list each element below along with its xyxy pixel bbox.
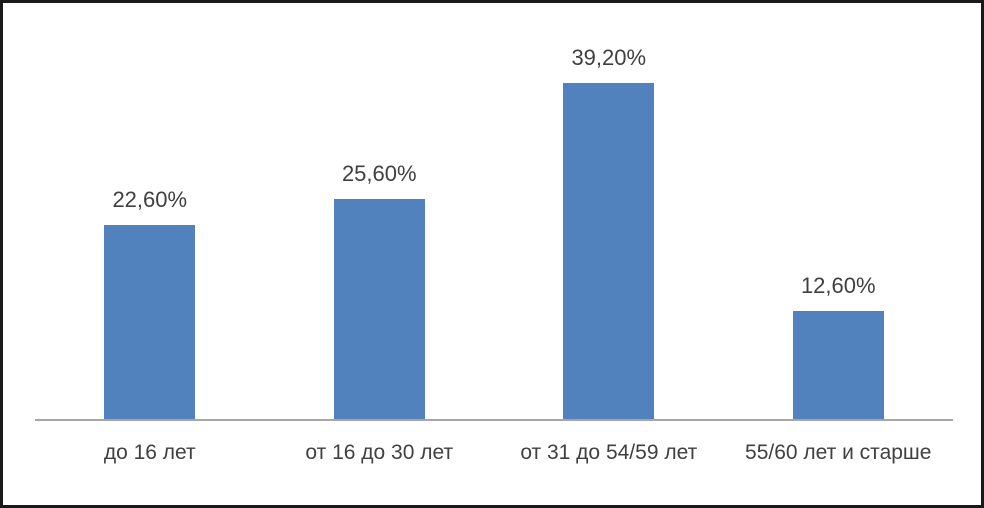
bar-value-label: 39,20%: [571, 44, 647, 70]
x-axis-label: до 16 лет: [103, 441, 196, 464]
category-cell: 39,20%: [494, 33, 724, 419]
bar-value-label: 25,60%: [341, 161, 417, 187]
category-cell: 22,60%: [35, 33, 265, 419]
bar: 39,20%: [563, 45, 655, 419]
x-axis-label: от 16 до 30 лет: [305, 441, 454, 464]
bar: 25,60%: [333, 161, 425, 419]
bar-value-label: 12,60%: [800, 272, 876, 298]
x-axis-label: от 31 до 54/59 лет: [520, 441, 698, 464]
plot-area: 22,60% 25,60% 39,20% 12,60%: [35, 33, 953, 421]
category-cell: 25,60%: [265, 33, 495, 419]
bars-row: 22,60% 25,60% 39,20% 12,60%: [35, 33, 953, 419]
bar-value-label: 22,60%: [112, 187, 188, 213]
category-cell: 12,60%: [724, 33, 954, 419]
x-axis-labels: до 16 лет от 16 до 30 лет от 31 до 54/59 л…: [35, 441, 953, 465]
bar: 12,60%: [792, 273, 884, 419]
x-axis-label: 55/60 лет и старше: [745, 441, 932, 464]
bar: 22,60%: [104, 187, 196, 419]
